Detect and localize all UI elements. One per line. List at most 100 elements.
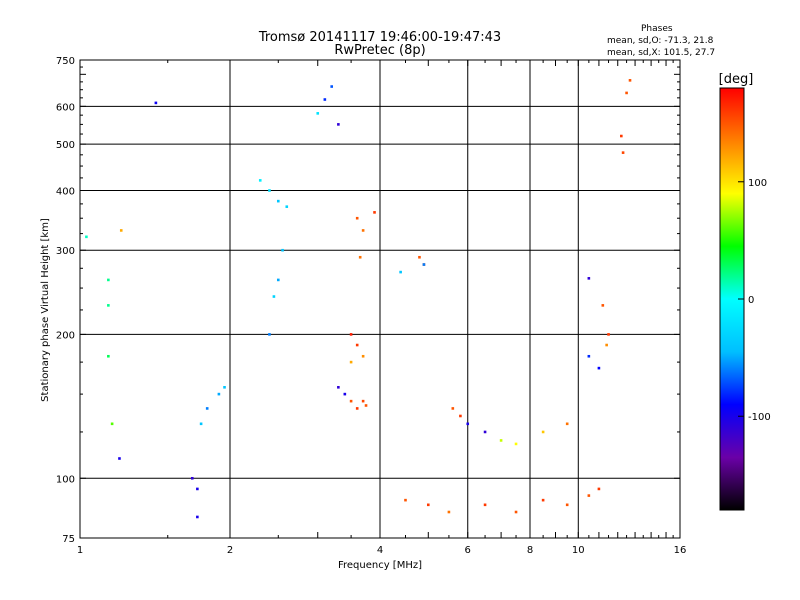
data-point bbox=[85, 235, 88, 239]
data-point bbox=[285, 205, 289, 208]
data-point bbox=[597, 366, 601, 370]
x-tick-label: 10 bbox=[572, 545, 585, 556]
data-point bbox=[483, 430, 487, 434]
data-point bbox=[418, 255, 421, 259]
data-point bbox=[607, 333, 610, 336]
data-point bbox=[466, 422, 470, 426]
y-tick-label: 300 bbox=[56, 246, 75, 257]
data-point bbox=[621, 151, 625, 154]
data-point bbox=[361, 229, 365, 232]
y-tick-label: 600 bbox=[56, 102, 75, 113]
data-point bbox=[373, 211, 376, 214]
chart-title: Tromsø 20141117 19:46:00-19:47:43 bbox=[258, 30, 501, 45]
data-point bbox=[628, 79, 632, 82]
data-point bbox=[625, 91, 628, 95]
colorbar-tick-label: -100 bbox=[748, 412, 771, 423]
data-point bbox=[119, 229, 123, 232]
y-tick-label: 100 bbox=[56, 474, 75, 485]
data-point bbox=[620, 134, 623, 138]
x-tick-label: 4 bbox=[377, 545, 383, 556]
data-point bbox=[110, 422, 114, 426]
data-point bbox=[268, 189, 271, 192]
data-point bbox=[349, 360, 353, 364]
colorbar-tick-label: 100 bbox=[748, 178, 767, 189]
x-tick-label: 2 bbox=[227, 545, 233, 556]
legend-title: Phases bbox=[641, 24, 673, 34]
data-point bbox=[349, 333, 353, 336]
data-point bbox=[258, 179, 262, 182]
colorbar-tick-label: 0 bbox=[748, 295, 754, 306]
data-point bbox=[358, 255, 362, 259]
data-point bbox=[349, 399, 353, 403]
data-point bbox=[107, 278, 110, 282]
legend-line-o: mean, sd,O: -71.3, 21.8 bbox=[607, 36, 714, 46]
data-point bbox=[587, 354, 591, 358]
x-tick-label: 1 bbox=[77, 545, 83, 556]
data-point bbox=[323, 98, 327, 101]
data-point bbox=[118, 457, 121, 460]
data-point bbox=[196, 487, 199, 491]
data-point bbox=[223, 386, 226, 389]
x-tick-label: 8 bbox=[527, 545, 533, 556]
data-point bbox=[422, 263, 426, 266]
data-point bbox=[565, 503, 569, 507]
data-point bbox=[355, 216, 359, 220]
data-point bbox=[605, 343, 608, 347]
data-point bbox=[404, 498, 407, 502]
data-point bbox=[196, 515, 199, 519]
data-point bbox=[154, 101, 158, 105]
y-tick-label: 75 bbox=[62, 534, 75, 545]
data-point bbox=[272, 295, 276, 298]
data-point bbox=[483, 503, 487, 507]
x-axis-label: Frequency [MHz] bbox=[338, 560, 422, 571]
grid bbox=[80, 60, 680, 538]
data-point bbox=[514, 510, 518, 514]
y-tick-label: 400 bbox=[56, 186, 75, 197]
data-point bbox=[541, 430, 545, 434]
data-point bbox=[601, 304, 605, 307]
data-point bbox=[107, 304, 110, 307]
x-tick-labels: 1 2 4 6 8 10 16 bbox=[77, 545, 687, 556]
data-points bbox=[85, 79, 632, 519]
legend-line-x: mean, sd,X: 101.5, 27.7 bbox=[607, 48, 715, 58]
data-point bbox=[399, 270, 402, 274]
x-tick-label: 16 bbox=[674, 545, 687, 556]
data-point bbox=[268, 333, 271, 336]
data-point bbox=[205, 407, 209, 410]
data-point bbox=[330, 85, 334, 88]
y-tick-labels: 75 100 200 300 400 500 600 750 bbox=[56, 56, 75, 545]
data-point bbox=[190, 476, 194, 480]
data-point bbox=[217, 392, 221, 396]
data-point bbox=[276, 278, 280, 282]
data-point bbox=[355, 407, 359, 410]
data-point bbox=[451, 407, 455, 410]
y-tick-label: 750 bbox=[56, 56, 75, 67]
y-tick-label: 500 bbox=[56, 140, 75, 151]
data-point bbox=[459, 414, 462, 418]
data-point bbox=[343, 392, 347, 396]
data-point bbox=[587, 277, 591, 280]
data-point bbox=[337, 123, 340, 126]
data-point bbox=[597, 487, 601, 491]
data-point bbox=[426, 503, 430, 507]
axis-ticks bbox=[79, 59, 681, 539]
data-point bbox=[355, 343, 359, 347]
chart-subtitle: RwPretec (8p) bbox=[334, 43, 425, 58]
data-point bbox=[361, 399, 365, 403]
data-point bbox=[316, 112, 320, 115]
data-point bbox=[447, 510, 451, 514]
data-point bbox=[364, 404, 368, 407]
colorbar-label: [deg] bbox=[719, 72, 754, 87]
data-point bbox=[337, 386, 340, 389]
data-point bbox=[499, 439, 503, 442]
data-point bbox=[587, 494, 591, 497]
data-point bbox=[361, 354, 365, 358]
data-point bbox=[565, 422, 569, 426]
data-point bbox=[541, 498, 545, 502]
y-axis-label: Stationary phase Virtual Height [km] bbox=[40, 218, 51, 402]
data-point bbox=[107, 354, 110, 358]
data-point bbox=[514, 442, 518, 446]
x-tick-label: 6 bbox=[465, 545, 471, 556]
data-point bbox=[281, 248, 284, 252]
